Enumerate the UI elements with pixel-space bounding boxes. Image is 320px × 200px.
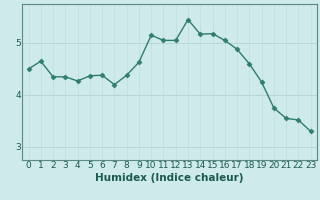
X-axis label: Humidex (Indice chaleur): Humidex (Indice chaleur)	[95, 173, 244, 183]
